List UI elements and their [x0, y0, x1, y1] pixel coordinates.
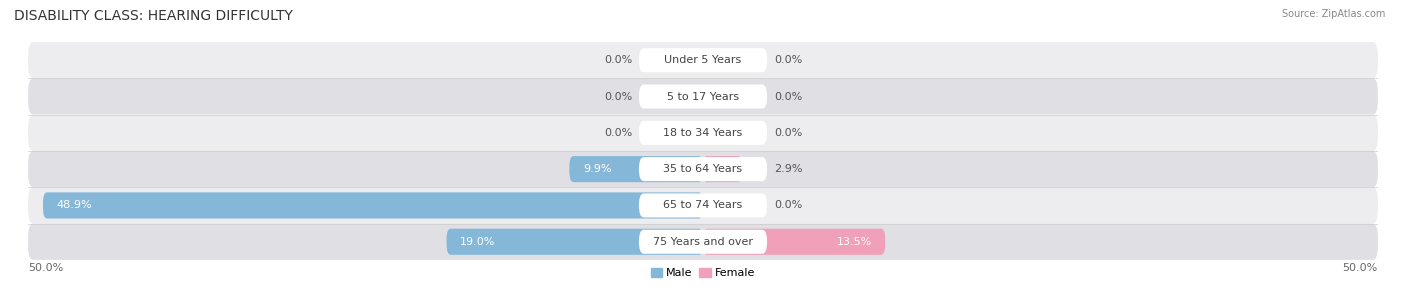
Text: 0.0%: 0.0% [605, 128, 633, 138]
Text: 0.0%: 0.0% [773, 128, 801, 138]
FancyBboxPatch shape [638, 230, 768, 254]
FancyBboxPatch shape [569, 156, 703, 182]
FancyBboxPatch shape [703, 156, 742, 182]
Text: 65 to 74 Years: 65 to 74 Years [664, 200, 742, 210]
FancyBboxPatch shape [638, 121, 768, 145]
Text: 0.0%: 0.0% [605, 92, 633, 102]
Text: Source: ZipAtlas.com: Source: ZipAtlas.com [1281, 9, 1385, 19]
Text: DISABILITY CLASS: HEARING DIFFICULTY: DISABILITY CLASS: HEARING DIFFICULTY [14, 9, 292, 23]
Text: 2.9%: 2.9% [773, 164, 803, 174]
Text: 75 Years and over: 75 Years and over [652, 237, 754, 247]
FancyBboxPatch shape [28, 224, 1378, 260]
FancyBboxPatch shape [638, 157, 768, 181]
FancyBboxPatch shape [703, 229, 886, 255]
Text: 18 to 34 Years: 18 to 34 Years [664, 128, 742, 138]
Text: 35 to 64 Years: 35 to 64 Years [664, 164, 742, 174]
Text: 19.0%: 19.0% [460, 237, 495, 247]
Text: 0.0%: 0.0% [773, 92, 801, 102]
Text: Under 5 Years: Under 5 Years [665, 55, 741, 65]
FancyBboxPatch shape [638, 84, 768, 109]
Text: 13.5%: 13.5% [837, 237, 872, 247]
Text: 5 to 17 Years: 5 to 17 Years [666, 92, 740, 102]
Text: 0.0%: 0.0% [773, 55, 801, 65]
FancyBboxPatch shape [44, 192, 703, 218]
FancyBboxPatch shape [638, 48, 768, 72]
Text: 50.0%: 50.0% [28, 263, 63, 273]
Text: 9.9%: 9.9% [583, 164, 612, 174]
Text: 50.0%: 50.0% [1343, 263, 1378, 273]
FancyBboxPatch shape [28, 78, 1378, 115]
FancyBboxPatch shape [28, 42, 1378, 78]
FancyBboxPatch shape [28, 115, 1378, 151]
FancyBboxPatch shape [28, 151, 1378, 187]
FancyBboxPatch shape [638, 193, 768, 217]
Text: 0.0%: 0.0% [605, 55, 633, 65]
FancyBboxPatch shape [447, 229, 703, 255]
Text: 0.0%: 0.0% [773, 200, 801, 210]
Legend: Male, Female: Male, Female [651, 268, 755, 278]
Text: 48.9%: 48.9% [56, 200, 91, 210]
FancyBboxPatch shape [28, 187, 1378, 224]
